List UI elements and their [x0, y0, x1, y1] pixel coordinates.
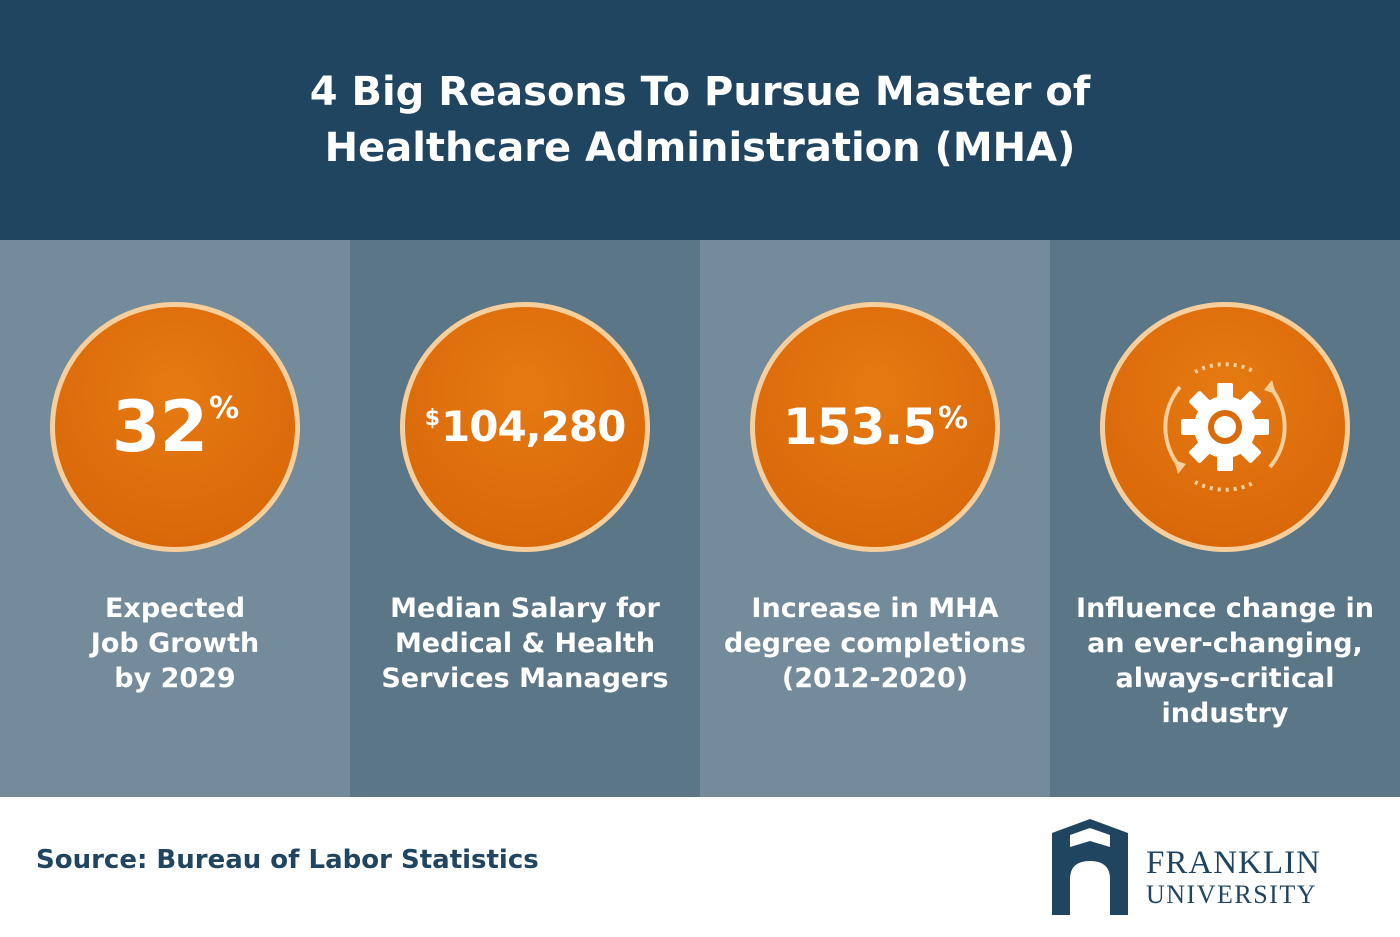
arch-logo-icon	[1052, 819, 1128, 915]
stat-circle: $ 104,280	[400, 302, 650, 552]
caption-line: an ever-changing,	[1087, 628, 1363, 659]
caption-line: degree completions	[724, 628, 1026, 659]
caption-line: Services Managers	[381, 663, 669, 694]
reason-caption: Expected Job Growth by 2029	[0, 591, 350, 696]
caption-line: Medical & Health	[394, 628, 656, 659]
arrow-head-right	[1264, 380, 1276, 394]
dotted-arc-top	[1194, 362, 1256, 374]
reason-caption: Increase in MHA degree completions (2012…	[700, 591, 1050, 696]
caption-line: Expected	[104, 593, 246, 624]
reason-caption: Influence change in an ever-changing, al…	[1050, 591, 1400, 731]
caption-line: Influence change in	[1076, 593, 1374, 624]
percent-sign: %	[938, 401, 968, 436]
title-line-2: Healthcare Administration (MHA)	[324, 125, 1076, 171]
stat-circle: 32 %	[50, 302, 300, 552]
page-title: 4 Big Reasons To Pursue Master of Health…	[200, 64, 1200, 176]
reason-caption: Median Salary for Medical & Health Servi…	[350, 591, 700, 696]
reasons-row: 32 % Expected Job Growth by 2029 $ 104,2…	[0, 240, 1400, 797]
reason-panel-job-growth: 32 % Expected Job Growth by 2029	[0, 240, 350, 797]
title-line-1: 4 Big Reasons To Pursue Master of	[309, 69, 1091, 115]
stat-degree-completions: 153.5 %	[782, 398, 968, 456]
stat-value: 153.5	[782, 398, 937, 456]
franklin-university-logo: FRANKLIN UNIVERSITY	[1050, 817, 1370, 917]
stat-value: 32	[111, 386, 208, 468]
arrow-head-left	[1174, 460, 1186, 474]
arc-right	[1268, 385, 1287, 469]
logo-line-franklin: FRANKLIN	[1146, 845, 1321, 881]
caption-line: (2012-2020)	[781, 663, 969, 694]
percent-sign: %	[209, 391, 239, 426]
caption-line: Increase in MHA	[751, 593, 999, 624]
reason-panel-median-salary: $ 104,280 Median Salary for Medical & He…	[350, 240, 700, 797]
gear-icon	[1181, 383, 1269, 471]
stat-job-growth: 32 %	[111, 386, 239, 468]
header-banner: 4 Big Reasons To Pursue Master of Health…	[0, 0, 1400, 240]
dotted-arc-bottom	[1194, 480, 1256, 492]
logo-wordmark: FRANKLIN UNIVERSITY	[1146, 847, 1321, 911]
stat-circle: 153.5 %	[750, 302, 1000, 552]
caption-line: Median Salary for	[390, 593, 660, 624]
source-note: Source: Bureau of Labor Statistics	[36, 845, 539, 875]
logo-line-university: UNIVERSITY	[1146, 880, 1317, 909]
reason-panel-influence-change: Influence change in an ever-changing, al…	[1050, 240, 1400, 797]
stat-value: 104,280	[441, 402, 626, 451]
arc-left	[1163, 385, 1182, 469]
reason-panel-degree-completions: 153.5 % Increase in MHA degree completio…	[700, 240, 1050, 797]
caption-line: by 2029	[114, 663, 236, 694]
caption-line: always-critical	[1115, 663, 1335, 694]
gear-cycle-icon	[1163, 362, 1287, 492]
stat-median-salary: $ 104,280	[424, 402, 627, 451]
caption-line: Job Growth	[90, 628, 260, 659]
caption-line: industry	[1161, 698, 1289, 729]
footer: Source: Bureau of Labor Statistics FRANK…	[0, 797, 1400, 937]
dollar-sign: $	[424, 406, 440, 431]
stat-circle	[1100, 302, 1350, 552]
